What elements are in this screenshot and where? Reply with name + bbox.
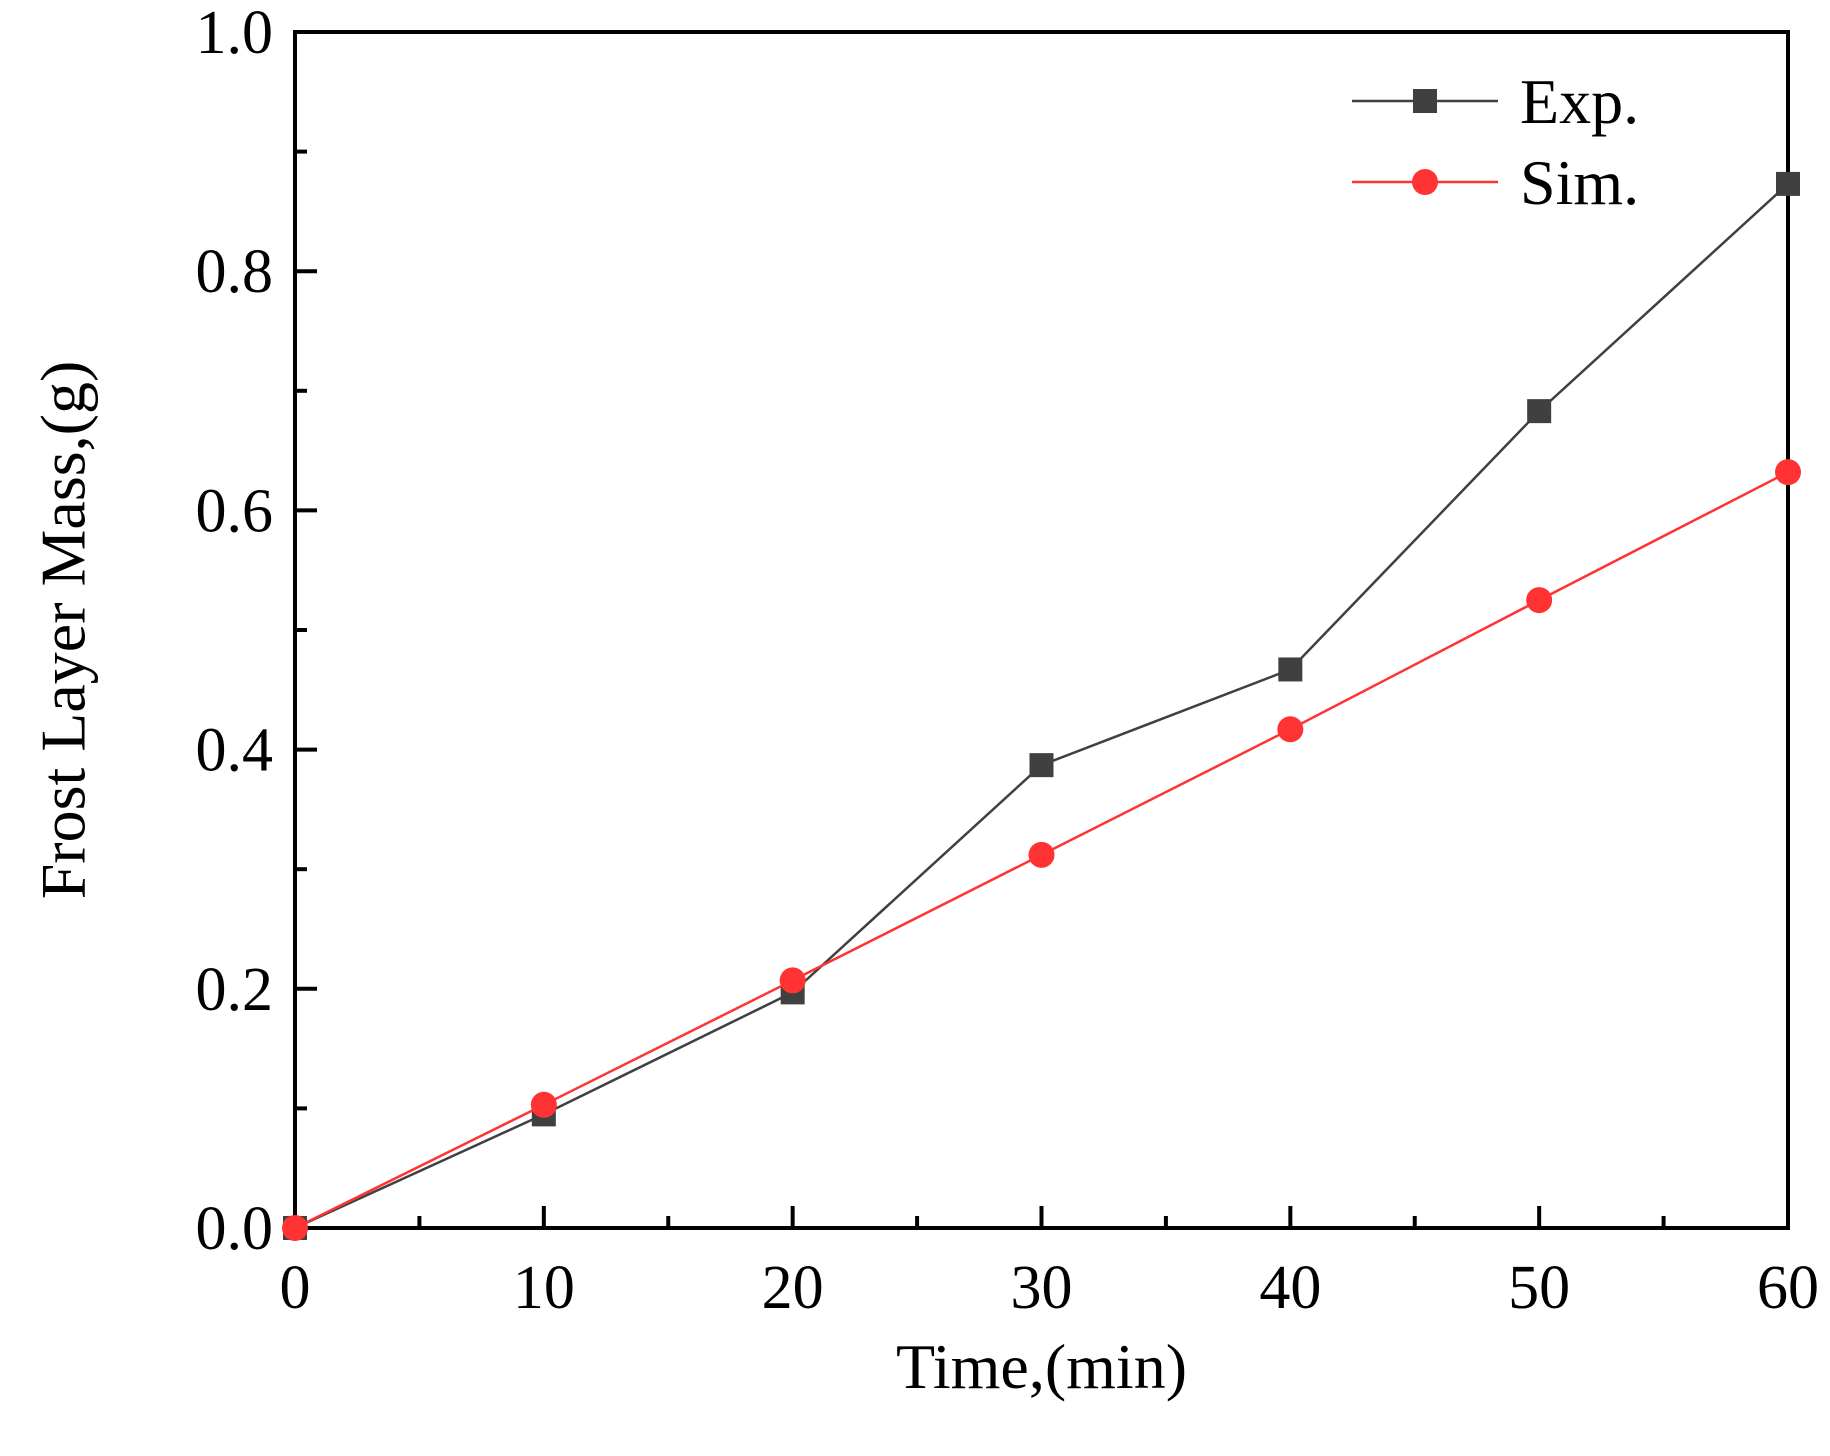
data-point-sim [1277,716,1304,743]
legend-marker-sim [1412,169,1438,195]
x-axis: 0 10 20 30 40 50 60 [280,1206,1819,1322]
x-tick-label: 50 [1508,1254,1570,1322]
data-point-sim [282,1215,308,1241]
x-tick-label: 30 [1011,1254,1073,1322]
y-tick-label: 0.8 [196,238,274,306]
y-tick-label: 0.0 [196,1195,274,1263]
legend-label-sim: Sim. [1520,147,1639,218]
data-point-exp [1776,171,1800,196]
y-tick-label: 0.6 [196,477,274,545]
series-line-exp [294,182,1789,1230]
legend-marker-exp [1413,89,1437,113]
y-tick-label: 0.2 [196,956,274,1024]
data-point-sim [1526,587,1553,614]
y-axis: 0.0 0.2 0.4 0.6 0.8 1.0 [196,0,317,1263]
legend: Exp. Sim. [1352,66,1639,218]
legend-label-exp: Exp. [1520,66,1639,137]
x-axis-title: Time,(min) [896,1331,1187,1402]
data-point-exp [1527,399,1552,424]
data-point-sim [1028,841,1055,868]
y-axis-title: Frost Layer Mass,(g) [27,361,98,900]
y-tick-label: 0.4 [196,717,274,785]
y-tick-label: 1.0 [196,0,274,67]
series-sim [282,459,1801,1241]
data-point-sim [779,967,806,994]
x-tick-label: 40 [1259,1254,1321,1322]
data-point-exp [1029,753,1054,778]
data-point-sim [530,1091,557,1118]
series-layer [282,171,1801,1241]
x-tick-label: 20 [762,1254,824,1322]
data-point-exp [1278,657,1303,682]
data-point-sim [1775,459,1801,486]
series-exp [283,171,1800,1240]
x-tick-label: 60 [1757,1254,1819,1322]
x-tick-label: 0 [280,1254,311,1322]
x-tick-label: 10 [513,1254,575,1322]
